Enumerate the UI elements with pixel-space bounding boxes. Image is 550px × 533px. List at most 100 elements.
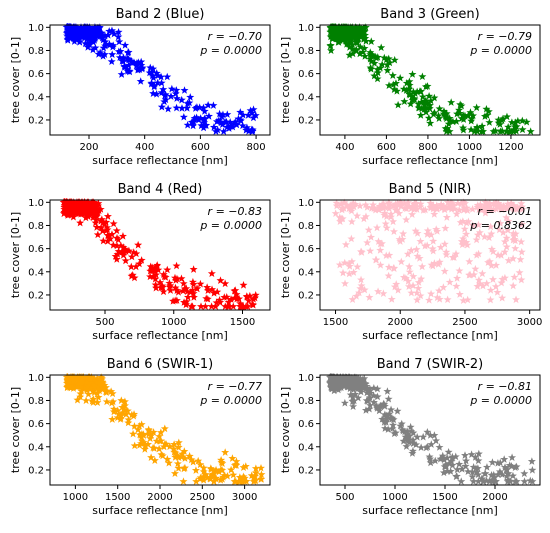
data-point [522, 117, 531, 126]
data-point [440, 240, 449, 248]
data-point [84, 201, 93, 209]
data-point [386, 212, 395, 221]
data-point [334, 379, 343, 387]
data-point [106, 234, 115, 243]
data-point [361, 212, 370, 221]
data-point [236, 108, 245, 116]
data-point [100, 219, 109, 228]
data-point [364, 225, 373, 234]
data-point [384, 271, 393, 280]
data-point [63, 209, 72, 218]
data-point [90, 210, 99, 218]
data-point [66, 34, 75, 42]
data-point [147, 266, 156, 275]
y-tick-label: 0.8 [28, 396, 44, 407]
data-point [332, 201, 341, 210]
data-point [433, 227, 442, 235]
data-point [114, 47, 123, 56]
data-point [430, 431, 439, 439]
data-point [447, 205, 456, 213]
data-point [83, 43, 92, 51]
data-point [474, 477, 483, 485]
data-point [481, 469, 490, 478]
data-point [242, 477, 251, 485]
data-point [390, 429, 399, 438]
data-point [350, 25, 359, 34]
data-point [407, 204, 416, 213]
data-point [146, 272, 155, 281]
data-point [444, 119, 453, 128]
data-point [491, 477, 500, 485]
data-point [489, 470, 498, 479]
data-point [119, 243, 128, 251]
data-point [344, 26, 353, 34]
data-point [98, 33, 107, 42]
data-point [223, 110, 232, 118]
data-point [433, 205, 442, 213]
data-point [95, 386, 104, 395]
data-point [187, 302, 196, 310]
data-point [504, 256, 513, 264]
data-point [447, 98, 456, 106]
data-point [359, 214, 368, 223]
data-point [230, 477, 239, 485]
correlation-r: r = −0.83 [208, 205, 262, 218]
data-point [442, 250, 451, 259]
data-point [332, 380, 341, 389]
data-point [147, 79, 156, 88]
data-point [410, 199, 419, 207]
data-point [502, 204, 511, 212]
data-point [407, 288, 416, 297]
data-point [517, 204, 526, 212]
data-point [114, 27, 123, 36]
data-point [178, 449, 187, 458]
data-point [250, 293, 259, 302]
data-point [487, 229, 496, 238]
data-point [138, 436, 147, 445]
data-point [475, 279, 484, 288]
data-point [446, 467, 455, 475]
data-point [218, 110, 227, 119]
data-point [474, 456, 483, 465]
data-point [505, 477, 514, 485]
data-point [458, 464, 467, 473]
data-point [515, 268, 524, 277]
data-point [510, 122, 519, 131]
data-point [416, 202, 425, 211]
data-point [399, 437, 408, 445]
data-point [358, 28, 367, 37]
data-point [228, 454, 237, 462]
data-point [369, 391, 378, 400]
data-point [402, 79, 411, 87]
data-point [74, 198, 83, 206]
data-point [427, 440, 436, 448]
data-point [355, 380, 364, 388]
data-point [249, 105, 258, 114]
x-tick-label: 2500 [190, 492, 215, 503]
data-point [196, 114, 205, 122]
data-point [248, 125, 257, 134]
data-point [152, 69, 161, 77]
data-point [452, 282, 461, 290]
data-point [415, 254, 424, 262]
data-point [333, 376, 342, 384]
data-point [401, 432, 410, 441]
data-point [435, 295, 444, 303]
y-axis-label: tree cover [0-1] [9, 387, 22, 473]
data-point [179, 112, 188, 121]
data-point [101, 31, 109, 40]
data-point [459, 234, 468, 243]
data-point [180, 447, 189, 455]
x-tick-label: 400 [135, 142, 154, 153]
data-point [222, 293, 231, 301]
data-point [191, 466, 200, 474]
data-point [185, 98, 194, 107]
data-point [216, 476, 225, 484]
data-point [381, 424, 390, 432]
data-point [177, 274, 186, 283]
data-point [443, 467, 452, 475]
data-point [418, 262, 427, 271]
data-point [124, 415, 133, 424]
data-point [120, 401, 129, 410]
data-point [416, 111, 425, 119]
